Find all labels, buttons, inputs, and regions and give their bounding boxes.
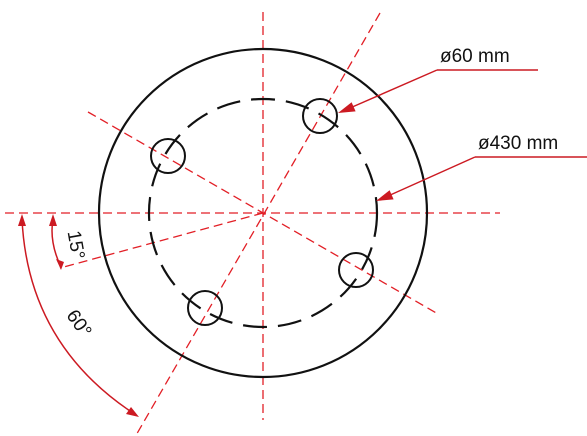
angle-15-dimension: 15° bbox=[49, 214, 88, 270]
bolt-hole-bottom-left bbox=[187, 290, 223, 326]
centerlines bbox=[5, 12, 500, 436]
hole-diameter-leader: ø60 mm bbox=[338, 46, 538, 113]
angle-60-arc bbox=[21, 218, 137, 416]
bolt-hole-top-right bbox=[302, 98, 338, 134]
angle-15-label: 15° bbox=[63, 229, 89, 261]
angle-60-label: 60° bbox=[62, 306, 96, 342]
bolt-holes bbox=[150, 98, 374, 326]
bolt-axis-60deg-centerline bbox=[134, 12, 381, 436]
outer-flange-circle bbox=[97, 47, 429, 379]
angle-60-arrowhead-bottom bbox=[126, 407, 139, 417]
bolt-circle-leader-line bbox=[387, 156, 476, 197]
angle-15-arrowhead-top bbox=[49, 214, 57, 226]
bolt-hole-bottom-right bbox=[338, 252, 374, 288]
bolt-circle-diameter-label: ø430 mm bbox=[478, 133, 558, 154]
hole-leader-line bbox=[349, 69, 438, 109]
angle-15-arrowhead-bottom bbox=[56, 259, 64, 270]
hole-diameter-label: ø60 mm bbox=[440, 46, 510, 67]
bolt-circle bbox=[147, 97, 379, 329]
hole-leader-arrowhead bbox=[338, 102, 356, 113]
bolt-circle-leader-arrowhead bbox=[376, 190, 394, 201]
bolt-hole-top-left bbox=[150, 138, 186, 174]
angle-60-arrowhead-top bbox=[18, 214, 26, 226]
bolt-circle-diameter-leader: ø430 mm bbox=[376, 133, 587, 201]
angle-15deg-reference-line bbox=[59, 212, 264, 269]
